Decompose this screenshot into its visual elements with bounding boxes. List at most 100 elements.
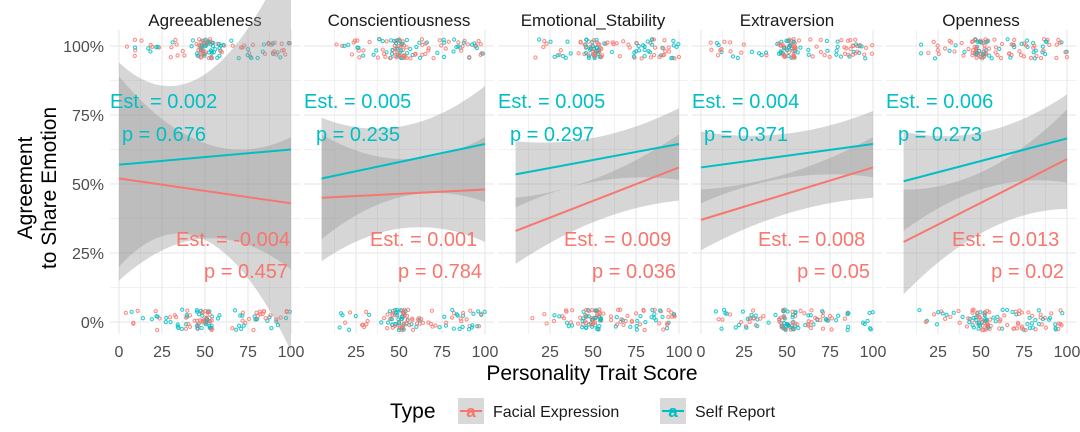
data-point: [172, 312, 177, 318]
data-point: [1015, 320, 1021, 326]
data-point: [456, 44, 461, 49]
data-point: [820, 326, 826, 331]
data-point: [211, 40, 216, 46]
data-point: [608, 314, 614, 319]
data-point: [542, 311, 547, 317]
data-point: [194, 323, 200, 329]
data-point: [576, 321, 581, 326]
data-point: [208, 48, 214, 53]
facet-strip-label: Conscientiousness: [328, 11, 471, 30]
data-point: [917, 307, 922, 313]
self-regression-line: [321, 143, 486, 180]
facial-confidence-band: [119, 76, 291, 281]
data-point: [385, 325, 390, 331]
data-point: [194, 51, 200, 56]
data-point: [1002, 313, 1007, 318]
data-point: [649, 37, 655, 42]
x-tick-label: 100: [860, 344, 887, 361]
data-point: [716, 317, 721, 322]
data-point: [1032, 56, 1037, 61]
data-point: [392, 50, 397, 55]
data-point: [652, 45, 658, 50]
data-point: [818, 37, 823, 43]
data-point: [730, 54, 736, 59]
data-point: [417, 55, 423, 61]
data-point: [995, 52, 1000, 58]
data-point: [865, 318, 870, 324]
data-point: [584, 325, 589, 331]
data-point: [1011, 37, 1017, 43]
data-point: [551, 318, 557, 324]
data-point: [755, 323, 760, 329]
data-point: [657, 321, 662, 326]
data-point: [201, 52, 206, 57]
data-point: [966, 46, 971, 52]
data-point: [1040, 316, 1046, 322]
data-point: [870, 43, 875, 48]
facial-estimate-label: Est. = 0.013: [952, 229, 1059, 251]
data-point: [471, 311, 476, 316]
data-point: [648, 55, 654, 60]
data-point: [827, 313, 833, 319]
data-point: [1043, 39, 1049, 44]
data-point: [942, 316, 948, 321]
data-point: [666, 45, 671, 50]
data-point: [661, 327, 666, 332]
data-point: [346, 42, 351, 48]
data-point: [980, 323, 985, 328]
data-point: [168, 55, 173, 60]
data-point: [740, 309, 746, 314]
data-point: [401, 311, 406, 316]
data-point: [1004, 307, 1010, 313]
data-point: [809, 308, 814, 313]
data-point: [853, 42, 859, 47]
data-point: [639, 56, 644, 61]
data-point: [1038, 55, 1044, 61]
data-point: [183, 315, 189, 320]
data-point: [747, 316, 753, 321]
data-point: [663, 49, 668, 54]
data-point: [664, 326, 670, 331]
data-point: [576, 51, 581, 56]
data-point: [785, 48, 790, 53]
data-point: [349, 52, 355, 57]
data-points: [708, 37, 875, 333]
data-point: [618, 307, 623, 312]
data-point: [634, 323, 639, 329]
data-point: [423, 41, 428, 46]
data-point: [808, 313, 813, 318]
data-point: [750, 308, 756, 313]
data-point: [284, 309, 289, 315]
data-point: [146, 46, 151, 51]
data-point: [346, 327, 352, 332]
data-point: [586, 54, 592, 59]
data-point: [646, 49, 651, 54]
x-axis-title: Personality Trait Score: [486, 362, 697, 385]
data-point: [179, 326, 184, 331]
data-point: [719, 47, 724, 52]
data-point: [132, 53, 137, 59]
data-point: [962, 49, 967, 54]
facet-panel-openness: Openness 25 50 75 100 Est. = 0.006 p = 0.273 Es…: [886, 11, 1080, 361]
data-point: [998, 55, 1004, 61]
data-point: [240, 318, 245, 323]
facet-strip-label: Emotional_Stability: [521, 11, 666, 30]
data-point: [132, 37, 138, 43]
data-point: [818, 49, 824, 55]
data-point: [169, 45, 174, 50]
data-point: [185, 308, 190, 313]
data-point: [342, 320, 348, 325]
data-point: [478, 52, 483, 57]
data-point: [671, 38, 676, 44]
data-point: [274, 319, 279, 324]
data-point: [385, 320, 391, 325]
data-point: [595, 326, 600, 332]
data-point: [441, 54, 447, 60]
data-point: [408, 56, 413, 61]
data-point: [442, 314, 447, 319]
data-point: [353, 314, 358, 319]
data-point: [713, 309, 719, 314]
data-point: [987, 317, 993, 322]
data-point: [763, 50, 769, 55]
facet-strip-label: Agreeableness: [148, 11, 261, 30]
